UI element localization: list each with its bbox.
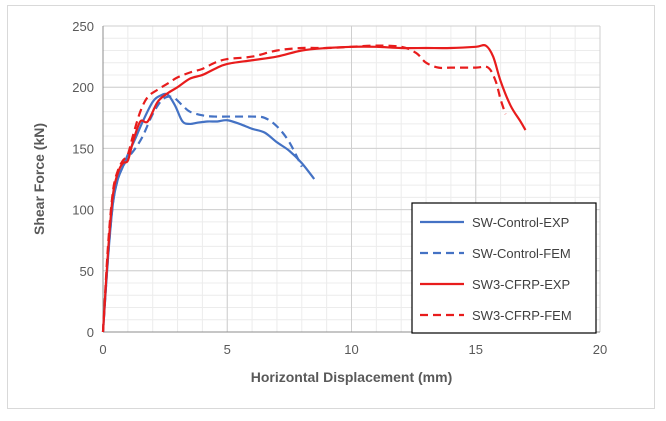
x-tick-label: 15 bbox=[469, 342, 483, 357]
x-axis-title: Horizontal Displacement (mm) bbox=[251, 369, 452, 385]
series-line-3 bbox=[101, 43, 527, 333]
y-axis-title: Shear Force (kN) bbox=[31, 123, 47, 235]
y-tick-label: 250 bbox=[72, 19, 94, 34]
chart-frame: 0 5 10 15 20 0 50 100 150 200 250 Horizontal Displ… bbox=[7, 5, 655, 409]
x-tick-label: 0 bbox=[99, 342, 106, 357]
y-tick-label: 150 bbox=[72, 141, 94, 156]
y-tick-label: 100 bbox=[72, 203, 94, 218]
series-line-4 bbox=[101, 44, 507, 333]
legend-box bbox=[411, 202, 597, 334]
legend-label-1: SW-Control-EXP bbox=[472, 215, 569, 230]
x-tick-label: 10 bbox=[344, 342, 358, 357]
series-line-1 bbox=[101, 92, 316, 333]
series-line-2 bbox=[101, 95, 303, 333]
x-tick-label: 5 bbox=[224, 342, 231, 357]
legend-label-2: SW-Control-FEM bbox=[472, 246, 571, 261]
legend-label-3: SW3-CFRP-EXP bbox=[472, 277, 570, 292]
x-tick-label: 20 bbox=[593, 342, 607, 357]
legend: SW-Control-EXP SW-Control-FEM SW3-CFRP-EXP… bbox=[411, 202, 597, 334]
y-tick-label: 50 bbox=[80, 264, 94, 279]
y-tick-label: 0 bbox=[87, 325, 94, 340]
legend-label-4: SW3-CFRP-FEM bbox=[472, 308, 572, 323]
series-lines bbox=[101, 43, 527, 333]
y-tick-label: 200 bbox=[72, 80, 94, 95]
